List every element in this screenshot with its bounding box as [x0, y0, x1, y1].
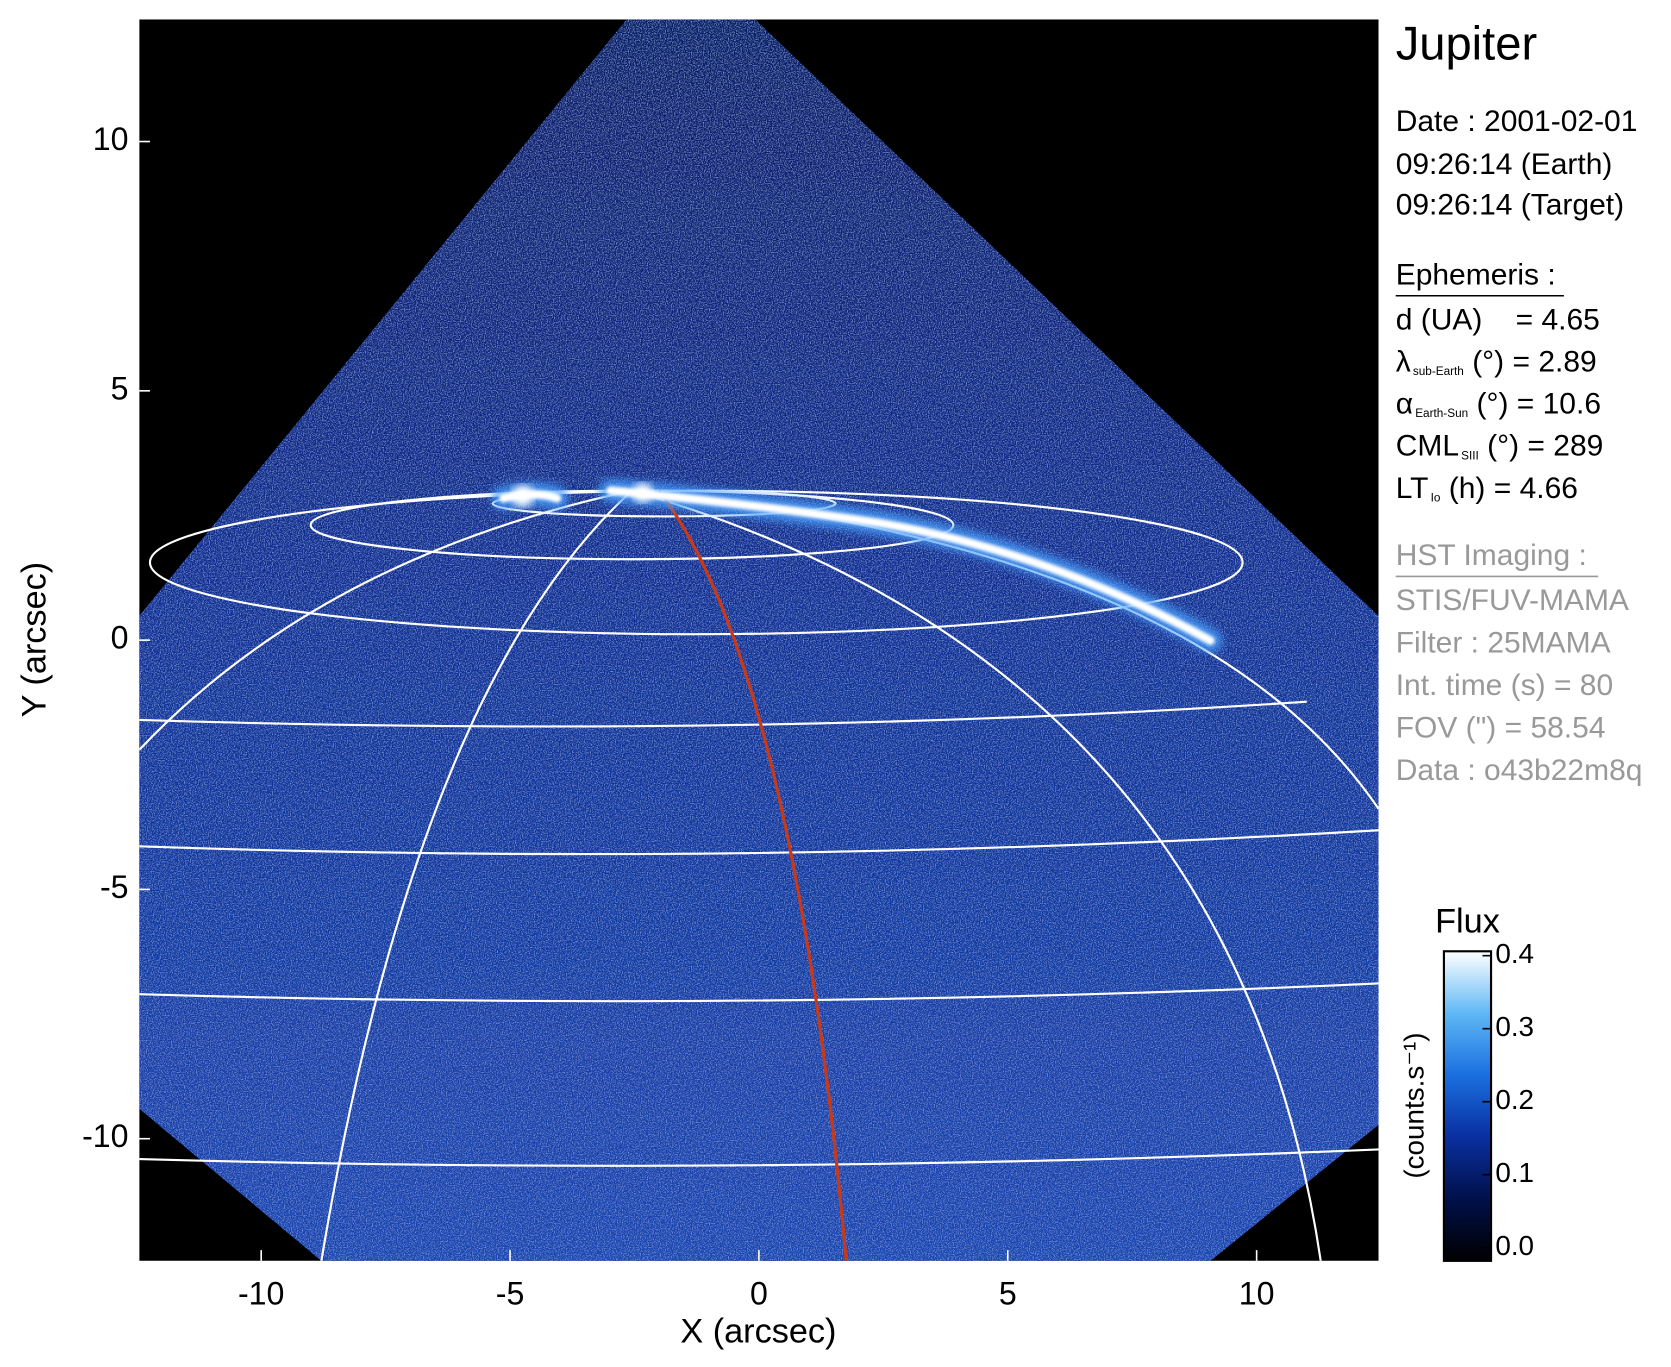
instrument-heading: HST Imaging : [1396, 539, 1587, 572]
subscript: SIII [1461, 449, 1479, 462]
time-earth: 09:26:14 (Earth) [1396, 148, 1613, 181]
ephemeris-line: LT Io (h) = 4.66 [1396, 472, 1578, 505]
ephemeris-text: LT [1396, 472, 1429, 505]
ephemeris-heading: Ephemeris : [1396, 258, 1556, 291]
ephemeris-text: (°) = 289 [1479, 430, 1604, 463]
x-tick-label: 5 [999, 1276, 1017, 1312]
y-tick-label: 0 [111, 620, 129, 656]
ephemeris-line: α Earth-Sun (°) = 10.6 [1396, 388, 1601, 421]
instrument-line: Int. time (s) = 80 [1396, 669, 1613, 702]
ephemeris-text: (°) = 2.89 [1464, 345, 1597, 378]
x-tick-label: -5 [496, 1276, 525, 1312]
x-axis-label: X (arcsec) [680, 1313, 836, 1351]
ephemeris-line: d (UA) = 4.65 [1396, 303, 1600, 336]
ephemeris-line: CML SIII (°) = 289 [1396, 430, 1604, 463]
colorbar-label: (counts.s⁻¹) [1398, 1032, 1429, 1178]
ephemeris-text: CML [1396, 430, 1459, 463]
ephemeris-line: λ sub-Earth (°) = 2.89 [1396, 345, 1597, 378]
colorbar-title: Flux [1435, 902, 1500, 940]
colorbar-tick-label: 0.4 [1495, 938, 1534, 969]
y-tick-label: -10 [82, 1118, 128, 1154]
x-tick-label: 0 [750, 1276, 768, 1312]
x-tick-label: -10 [238, 1276, 284, 1312]
y-axis-label: Y (arcsec) [15, 562, 53, 718]
y-tick-label: 5 [111, 370, 129, 406]
ephemeris-text: (°) = 10.6 [1468, 388, 1601, 421]
x-tick-label: 10 [1239, 1276, 1275, 1312]
colorbar-tick-label: 0.3 [1495, 1011, 1534, 1042]
subscript: Earth-Sun [1415, 407, 1468, 420]
instrument-line: FOV (") = 58.54 [1396, 712, 1606, 745]
y-tick-label: -5 [100, 869, 129, 905]
colorbar-tick-label: 0.2 [1495, 1084, 1534, 1115]
time-target: 09:26:14 (Target) [1396, 189, 1624, 222]
ephemeris-text: α [1396, 388, 1413, 421]
ephemeris-text: (h) = 4.66 [1440, 472, 1578, 505]
y-tick-label: 10 [93, 121, 129, 157]
instrument-line: STIS/FUV-MAMA [1396, 584, 1629, 617]
image [139, 19, 1379, 1261]
subscript: sub-Earth [1413, 365, 1464, 378]
date: Date : 2001-02-01 [1396, 105, 1638, 138]
ephemeris-text: d (UA) = 4.65 [1396, 303, 1600, 336]
instrument-line: Data : o43b22m8q [1396, 754, 1643, 787]
title: Jupiter [1396, 17, 1537, 70]
subscript: Io [1431, 492, 1441, 505]
instrument-line: Filter : 25MAMA [1396, 627, 1611, 660]
colorbar [1442, 950, 1493, 1262]
colorbar-tick-label: 0.1 [1495, 1157, 1534, 1188]
colorbar-tick-label: 0.0 [1495, 1230, 1534, 1261]
ephemeris-text: λ [1396, 345, 1411, 378]
